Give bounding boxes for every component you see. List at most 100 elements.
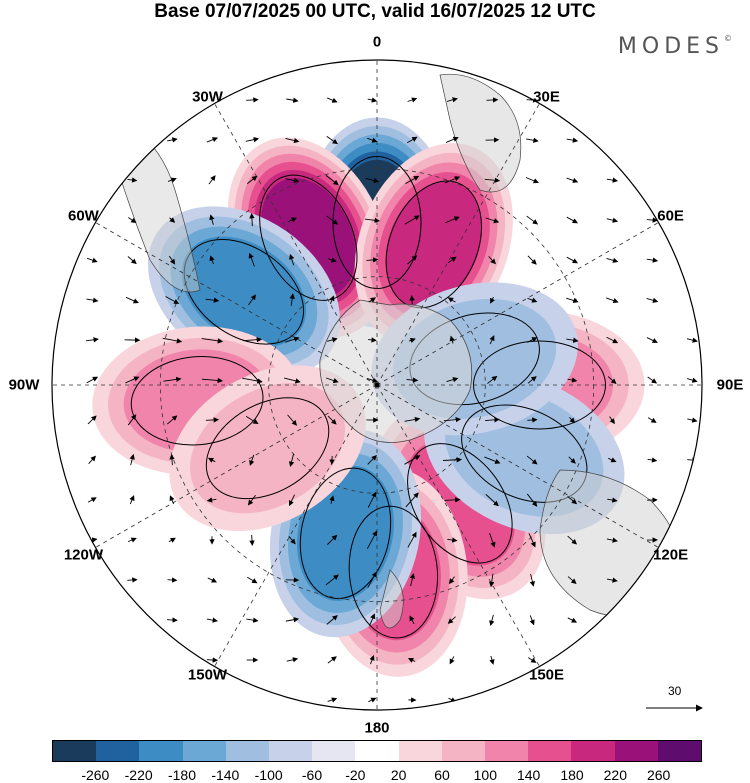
wind-arrow <box>566 216 578 224</box>
wind-arrow <box>489 533 496 548</box>
wind-arrow <box>646 337 658 343</box>
wind-arrow <box>407 97 418 103</box>
wind-arrow <box>366 530 378 549</box>
streamline-loop <box>130 356 264 446</box>
wind-arrow <box>325 377 339 384</box>
wind-arrow <box>285 336 300 343</box>
colorbar-segment <box>657 741 702 761</box>
wind-arrow <box>286 657 299 663</box>
wind-arrow <box>408 337 416 343</box>
wind-arrow <box>526 215 539 225</box>
wind-arrow <box>128 217 137 224</box>
wind-arrow <box>526 455 538 465</box>
brand-text: MODES <box>617 34 724 59</box>
wind-arrow <box>404 215 420 225</box>
wind-arrow <box>444 497 461 503</box>
wind-arrow <box>367 137 378 143</box>
anomaly-contour <box>181 236 307 347</box>
wind-arrow <box>368 697 377 703</box>
wind-arrow <box>488 256 496 265</box>
wind-arrow <box>369 655 375 665</box>
brand-mark: © <box>724 34 732 43</box>
wind-arrow <box>167 577 178 583</box>
wind-arrow <box>449 335 455 344</box>
colorbar-tick-label: -180 <box>167 767 197 783</box>
wind-arrow <box>687 457 698 463</box>
wind-arrow <box>127 414 137 426</box>
wind-arrow <box>404 416 421 423</box>
wind-arrow <box>448 576 455 585</box>
wind-arrow <box>288 494 295 507</box>
wind-arrow <box>566 297 579 304</box>
wind-arrow <box>326 135 338 145</box>
wind-arrow <box>443 416 462 423</box>
wind-arrow <box>449 656 455 665</box>
wind-arrow <box>526 137 539 143</box>
wind-arrow <box>609 416 615 425</box>
wind-arrow <box>248 294 256 306</box>
wind-arrow <box>367 454 377 465</box>
wind-arrow <box>246 97 259 103</box>
wind-arrow <box>646 297 659 303</box>
colorbar-tick-label: 100 <box>473 767 498 783</box>
wind-arrow <box>245 416 259 425</box>
map-title: Base 07/07/2025 00 UTC, valid 16/07/2025… <box>154 1 596 22</box>
wind-arrow <box>606 257 619 263</box>
wind-arrow <box>527 255 537 265</box>
colorbar-segment <box>182 741 226 761</box>
wind-arrow <box>526 493 538 507</box>
wind-arrow <box>368 297 376 303</box>
wind-arrow <box>566 137 579 143</box>
wind-arrow <box>206 657 219 663</box>
wind-arrow <box>369 613 376 626</box>
wind-arrow <box>447 256 457 264</box>
wind-arrow <box>447 537 458 543</box>
wind-arrow <box>129 453 135 466</box>
wind-arrow <box>86 376 99 384</box>
wind-arrow <box>285 137 300 144</box>
wind-arrow <box>484 177 501 183</box>
colorbar-tick-label: 20 <box>390 767 407 783</box>
wind-arrow <box>209 214 215 225</box>
meridian-line <box>376 222 659 386</box>
wind-arrow <box>207 457 216 463</box>
wind-arrow <box>527 417 538 423</box>
wind-arrow <box>606 217 619 223</box>
colorbar-segment <box>485 741 529 761</box>
wind-arrow <box>528 533 536 548</box>
wind-arrow <box>444 176 461 184</box>
wind-arrow <box>246 175 258 185</box>
wind-arrow <box>406 136 418 144</box>
wind-arrow <box>405 175 420 185</box>
wind-arrow <box>484 456 501 464</box>
brand-logo: MODES© <box>618 34 732 59</box>
wind-arrow <box>205 297 220 303</box>
wind-arrow <box>287 414 298 426</box>
colorbar-segment <box>53 741 97 761</box>
wind-arrow <box>566 337 579 343</box>
wind-arrow <box>206 617 218 623</box>
wind-arrow <box>86 257 98 263</box>
colorbar-segment <box>269 741 313 761</box>
longitude-label: 90E <box>716 376 744 394</box>
wind-arrow <box>127 537 137 543</box>
colorbar-segment <box>312 741 356 761</box>
wind-arrow <box>327 257 337 263</box>
wind-arrow <box>566 177 579 183</box>
wind-arrow <box>207 577 218 583</box>
colorbar-tick-label: 260 <box>646 767 671 783</box>
wind-arrow <box>327 337 338 343</box>
wind-arrow <box>288 536 296 545</box>
wind-arrow <box>125 296 139 304</box>
meridian-line <box>214 103 378 386</box>
wind-arrow <box>409 615 415 625</box>
wind-arrow <box>163 376 182 383</box>
wind-arrow <box>489 335 495 345</box>
wind-arrow <box>486 97 499 103</box>
wind-arrow <box>607 497 618 503</box>
anomaly-contour <box>190 383 346 514</box>
colorbar-segment <box>528 741 572 761</box>
wind-arrow <box>245 136 260 143</box>
wind-arrow <box>169 217 176 223</box>
wind-arrow <box>326 215 339 225</box>
